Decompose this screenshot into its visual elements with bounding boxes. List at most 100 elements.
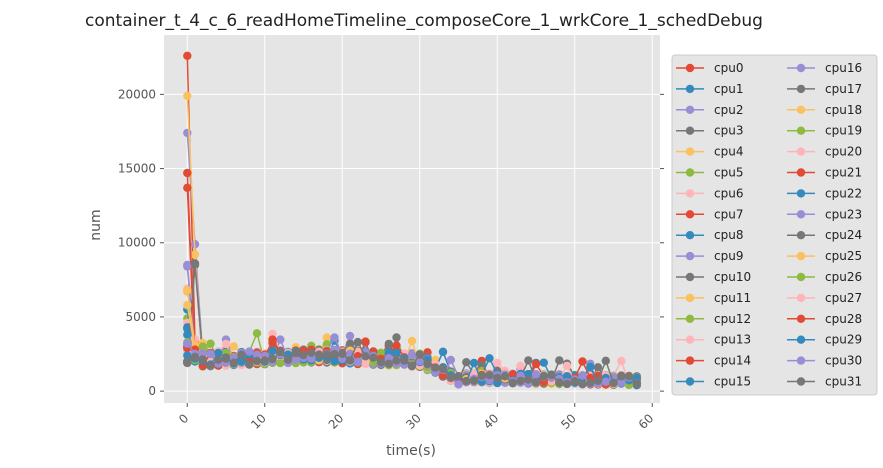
- data-point: [617, 377, 626, 387]
- legend: cpu0 cpu1 cpu2 cpu3 cpu4 cpu5 cpu6 cpu7 cpu8 cpu9…: [671, 54, 878, 396]
- data-point: [276, 335, 285, 344]
- data-point: [183, 339, 192, 348]
- legend-entry: cpu21: [787, 166, 862, 180]
- data-point: [407, 336, 417, 346]
- legend-label: cpu22: [825, 186, 862, 200]
- data-point: [206, 349, 215, 359]
- data-point: [299, 350, 308, 360]
- data-point: [276, 347, 285, 357]
- legend-entry: cpu14: [676, 354, 751, 368]
- legend-label: cpu7: [714, 207, 743, 221]
- legend-swatch-marker: [685, 231, 695, 240]
- legend-swatch-marker: [796, 63, 806, 73]
- legend-label: cpu1: [714, 82, 743, 96]
- legend-label: cpu8: [714, 228, 743, 242]
- data-point: [214, 355, 223, 364]
- legend-label: cpu6: [714, 186, 743, 200]
- data-point: [601, 356, 610, 365]
- data-point: [307, 348, 316, 357]
- data-point: [376, 358, 386, 367]
- data-point: [562, 372, 572, 381]
- data-point: [578, 371, 587, 380]
- y-tick-label: 15000: [118, 162, 156, 176]
- legend-label: cpu14: [714, 354, 751, 368]
- data-point: [462, 358, 471, 367]
- y-axis-label: num: [88, 209, 104, 240]
- data-point: [578, 357, 587, 366]
- data-point: [245, 360, 254, 369]
- legend-entry: cpu25: [787, 249, 862, 263]
- data-point: [524, 375, 533, 384]
- legend-swatch-marker: [685, 293, 695, 303]
- data-point: [632, 379, 641, 388]
- legend-swatch-marker: [685, 126, 695, 135]
- data-point: [214, 349, 223, 358]
- data-point: [593, 376, 603, 385]
- legend-label: cpu0: [714, 61, 743, 75]
- data-point: [617, 372, 626, 381]
- legend-entry: cpu18: [787, 103, 862, 117]
- data-point: [617, 356, 626, 366]
- legend-swatch-marker: [796, 314, 806, 323]
- legend-entry: cpu0: [676, 61, 743, 75]
- data-point: [384, 339, 393, 349]
- data-point: [322, 350, 331, 359]
- chart-title: container_t_4_c_6_readHomeTimeline_compo…: [85, 11, 763, 31]
- data-point: [252, 356, 262, 366]
- data-point: [206, 361, 215, 370]
- data-point: [198, 342, 207, 351]
- data-point: [361, 337, 370, 346]
- legend-entry: cpu3: [676, 124, 743, 138]
- data-point: [183, 286, 192, 295]
- legend-label: cpu3: [714, 124, 743, 138]
- legend-entry: cpu10: [676, 270, 751, 284]
- data-point: [493, 373, 502, 383]
- legend-swatch-marker: [796, 335, 806, 344]
- data-point: [183, 51, 192, 60]
- data-point: [314, 350, 324, 360]
- data-point: [609, 378, 618, 388]
- legend-label: cpu16: [825, 61, 862, 75]
- legend-entry: cpu9: [676, 249, 743, 263]
- data-point: [183, 262, 192, 271]
- x-tick-label: 10: [248, 411, 269, 432]
- data-point: [524, 356, 533, 365]
- data-point: [252, 329, 262, 338]
- data-point: [198, 349, 207, 358]
- data-point: [392, 341, 401, 350]
- legend-swatch-marker: [685, 105, 695, 115]
- legend-entry: cpu24: [787, 228, 862, 242]
- data-point: [586, 362, 595, 372]
- legend-entry: cpu5: [676, 166, 743, 180]
- legend-swatch-marker: [796, 189, 806, 198]
- data-point: [462, 376, 471, 386]
- legend-entry: cpu26: [787, 270, 862, 284]
- legend-entry: cpu4: [676, 145, 743, 159]
- legend-label: cpu17: [825, 82, 862, 96]
- legend-label: cpu11: [714, 291, 751, 305]
- legend-entry: cpu27: [787, 291, 862, 305]
- data-point: [345, 331, 355, 341]
- legend-swatch-marker: [796, 168, 806, 177]
- data-point: [183, 168, 192, 178]
- legend-entry: cpu6: [676, 186, 743, 200]
- data-point: [190, 250, 200, 259]
- data-point: [508, 378, 517, 387]
- data-point: [221, 339, 231, 349]
- legend-label: cpu26: [825, 270, 862, 284]
- legend-entry: cpu13: [676, 333, 751, 347]
- x-tick-label: 50: [558, 411, 579, 432]
- data-point: [283, 355, 293, 364]
- data-point: [183, 128, 192, 138]
- legend-label: cpu2: [714, 103, 743, 117]
- legend-entry: cpu23: [787, 207, 862, 221]
- legend-swatch-marker: [685, 272, 695, 282]
- legend-swatch-marker: [796, 293, 806, 303]
- y-tick-label: 20000: [118, 87, 156, 101]
- grid: [164, 35, 660, 403]
- data-point: [190, 352, 200, 362]
- legend-swatch-marker: [685, 356, 695, 365]
- legend-label: cpu10: [714, 270, 751, 284]
- data-point: [361, 358, 370, 367]
- data-point: [338, 349, 347, 358]
